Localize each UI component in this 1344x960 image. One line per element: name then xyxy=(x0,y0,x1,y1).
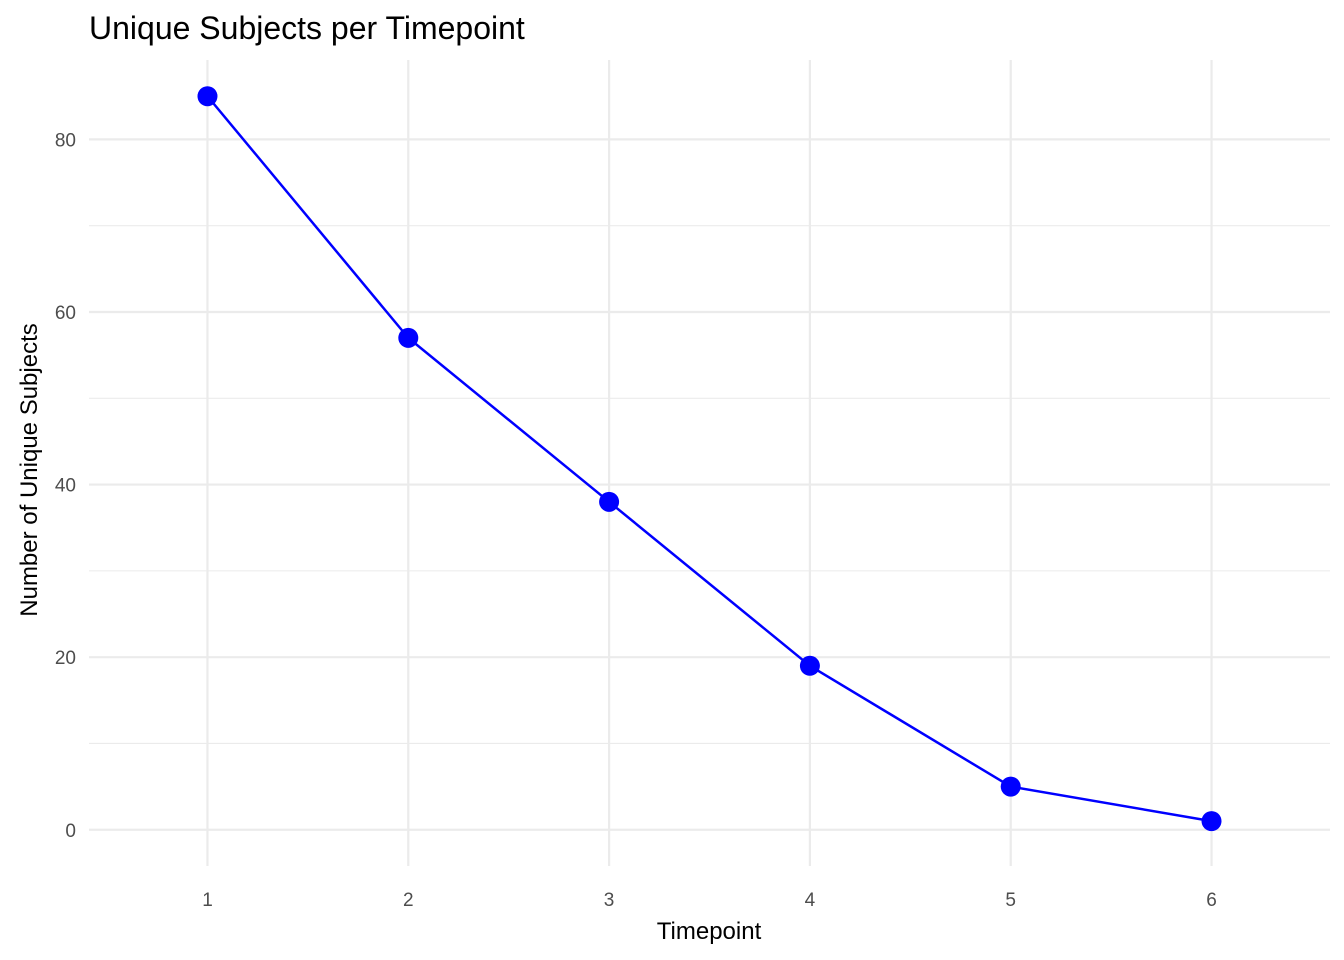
grid-lines xyxy=(89,60,1330,866)
y-tick-label: 60 xyxy=(55,303,76,324)
data-point xyxy=(599,491,620,512)
x-tick-label: 2 xyxy=(403,890,414,911)
series-line xyxy=(206,95,1212,823)
series-layer xyxy=(197,86,1222,832)
data-point xyxy=(398,327,419,348)
x-tick-label: 1 xyxy=(202,890,213,911)
x-tick-label: 6 xyxy=(1206,890,1217,911)
x-tick-label: 5 xyxy=(1005,890,1016,911)
x-tick-label: 4 xyxy=(805,890,816,911)
y-tick-label: 0 xyxy=(65,821,76,842)
chart-title: Unique Subjects per Timepoint xyxy=(89,10,525,46)
data-point xyxy=(1000,776,1021,797)
tick-labels: 0 20 40 60 80 1 2 3 4 5 6 xyxy=(55,130,1217,911)
x-axis-title: Timepoint xyxy=(657,918,762,945)
data-point xyxy=(799,655,820,676)
data-point xyxy=(197,86,218,107)
y-tick-label: 40 xyxy=(55,476,76,497)
y-tick-label: 80 xyxy=(55,130,76,151)
y-tick-label: 20 xyxy=(55,648,76,669)
data-point xyxy=(1201,811,1222,832)
x-tick-label: 3 xyxy=(604,890,615,911)
y-axis-title: Number of Unique Subjects xyxy=(16,323,43,616)
